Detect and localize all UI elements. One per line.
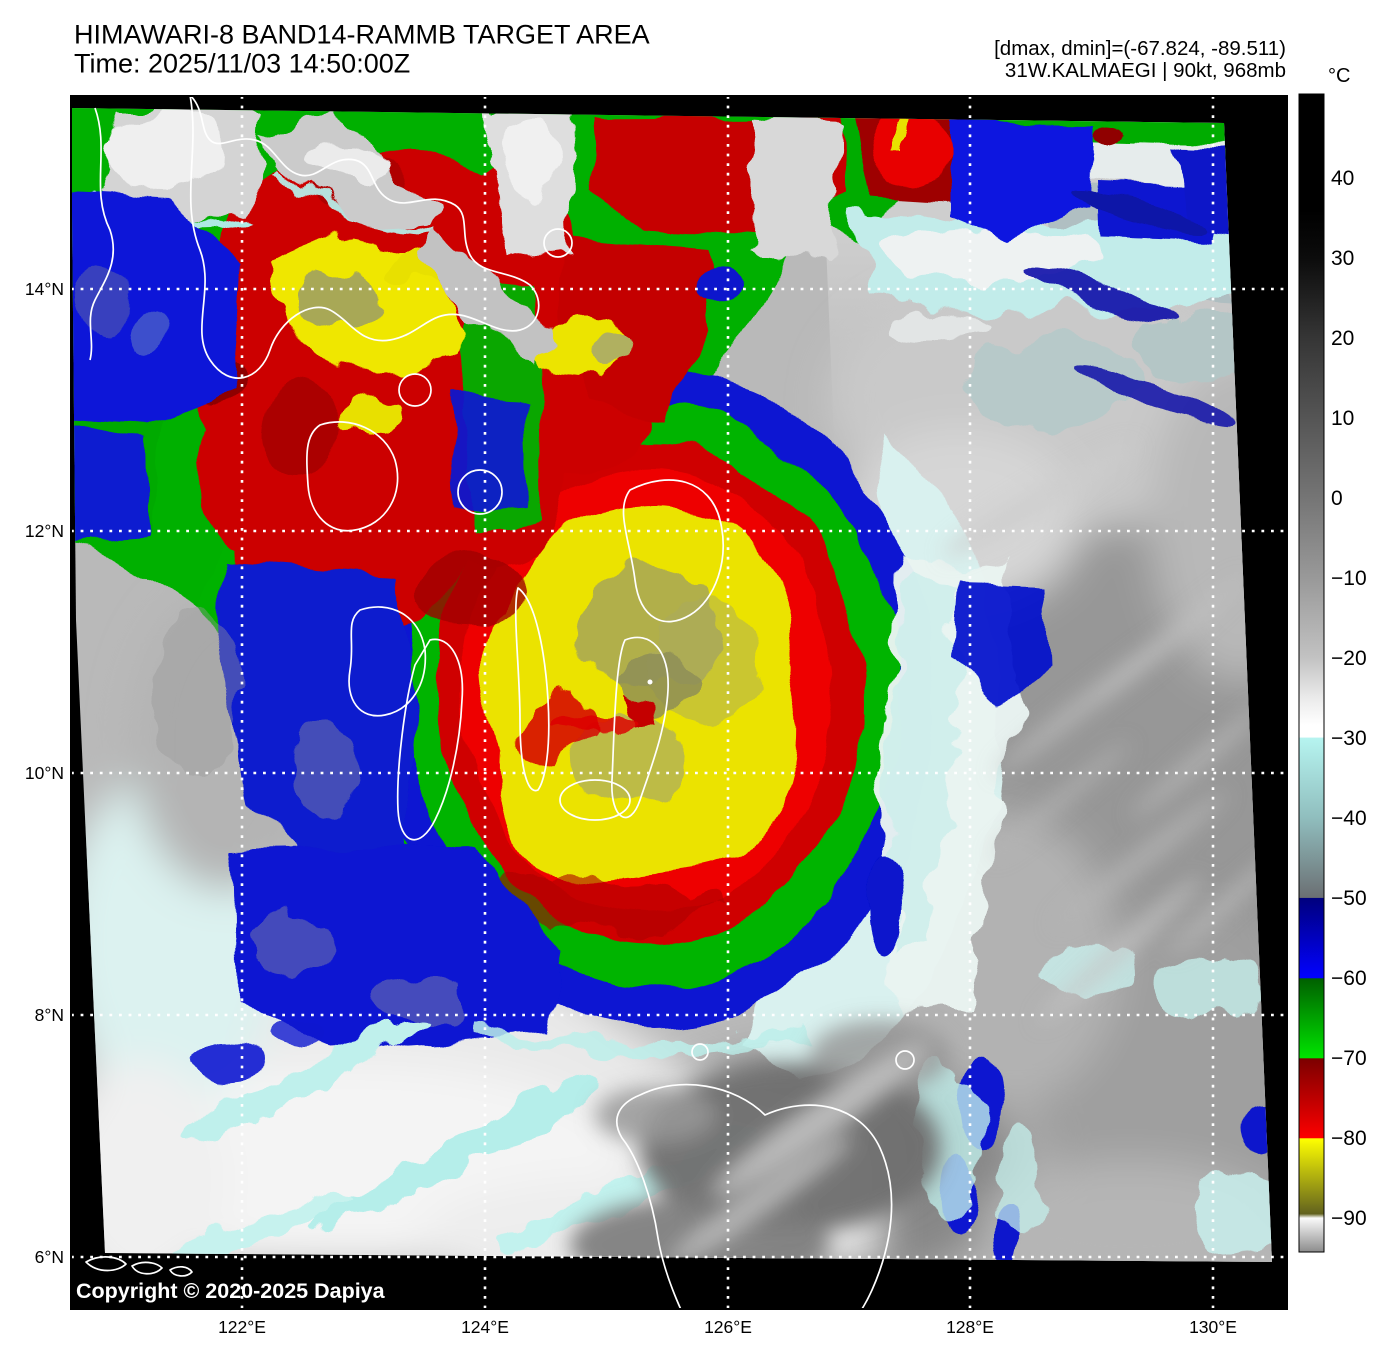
svg-text:126°E: 126°E	[704, 1317, 752, 1337]
svg-text:−20: −20	[1331, 647, 1367, 670]
svg-text:Time: 2025/11/03 14:50:00Z: Time: 2025/11/03 14:50:00Z	[74, 49, 410, 79]
svg-text:8°N: 8°N	[35, 1005, 64, 1025]
svg-text:130°E: 130°E	[1189, 1317, 1237, 1337]
svg-text:−40: −40	[1331, 807, 1367, 830]
svg-text:128°E: 128°E	[946, 1317, 994, 1337]
svg-text:20: 20	[1331, 327, 1354, 350]
svg-text:−10: −10	[1331, 567, 1367, 590]
svg-text:[dmax, dmin]=(-67.824, -89.511: [dmax, dmin]=(-67.824, -89.511)	[994, 37, 1286, 60]
svg-text:−60: −60	[1331, 967, 1367, 990]
svg-text:−80: −80	[1331, 1127, 1367, 1150]
svg-text:10: 10	[1331, 407, 1354, 430]
svg-text:12°N: 12°N	[25, 521, 64, 541]
svg-text:−70: −70	[1331, 1047, 1367, 1070]
svg-text:0: 0	[1331, 487, 1343, 510]
svg-text:−50: −50	[1331, 887, 1367, 910]
svg-text:−30: −30	[1331, 727, 1367, 750]
svg-text:6°N: 6°N	[35, 1247, 64, 1267]
svg-text:°C: °C	[1328, 65, 1350, 87]
svg-text:HIMAWARI-8 BAND14-RAMMB TARGET: HIMAWARI-8 BAND14-RAMMB TARGET AREA	[74, 20, 650, 50]
svg-text:14°N: 14°N	[25, 279, 64, 299]
svg-text:30: 30	[1331, 247, 1354, 270]
svg-text:10°N: 10°N	[25, 763, 64, 783]
svg-text:31W.KALMAEGI | 90kt, 968mb: 31W.KALMAEGI | 90kt, 968mb	[1005, 59, 1286, 82]
svg-text:Copyright © 2020-2025 Dapiya: Copyright © 2020-2025 Dapiya	[76, 1279, 386, 1303]
svg-text:124°E: 124°E	[461, 1317, 509, 1337]
svg-text:40: 40	[1331, 167, 1354, 190]
svg-text:122°E: 122°E	[218, 1317, 266, 1337]
svg-text:−90: −90	[1331, 1207, 1367, 1230]
